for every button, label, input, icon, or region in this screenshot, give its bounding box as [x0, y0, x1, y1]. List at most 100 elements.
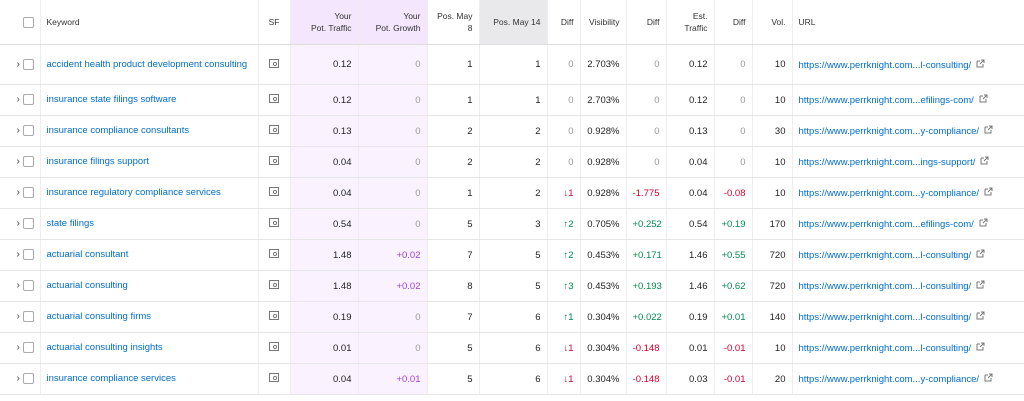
checkbox[interactable] [22, 280, 34, 292]
cell-value: 1.46 [689, 249, 708, 261]
cell: +0.62 [714, 270, 753, 302]
checkbox[interactable] [22, 17, 34, 29]
external-link-icon[interactable] [980, 156, 989, 165]
url-link[interactable]: https://www.perrknight.com...y-complianc… [798, 188, 980, 199]
external-link-icon[interactable] [976, 249, 985, 258]
cell: +0.02 [358, 270, 428, 302]
external-link-icon[interactable] [979, 94, 988, 103]
keyword-link[interactable]: insurance state filings software [46, 94, 177, 105]
cell: ↓1 [547, 363, 581, 395]
keyword-link[interactable]: insurance compliance consultants [46, 125, 190, 136]
url-link[interactable]: https://www.perrknight.com...efilings-co… [798, 219, 974, 230]
checkbox[interactable] [22, 58, 34, 70]
cell: 0.04 [290, 177, 359, 209]
keyword-link[interactable]: insurance filings support [46, 156, 149, 167]
cell-value: 2 [467, 156, 473, 168]
serp-icon[interactable] [269, 342, 279, 351]
serp-icon[interactable] [269, 280, 279, 289]
column-header[interactable]: Est. Traffic [666, 0, 715, 45]
keyword-link[interactable]: state filings [46, 218, 95, 229]
url-link[interactable]: https://www.perrknight.com...l-consultin… [798, 281, 972, 292]
cell: 10 [752, 177, 793, 209]
checkbox[interactable] [22, 311, 34, 323]
url-link[interactable]: https://www.perrknight.com...y-complianc… [798, 374, 980, 385]
cell: +0.022 [626, 301, 667, 333]
column-header[interactable]: Diff [626, 0, 667, 45]
column-header[interactable]: Pos. May 14 [479, 0, 548, 45]
column-header[interactable]: Diff [714, 0, 753, 45]
cell-value: 7 [467, 311, 473, 323]
external-link-icon[interactable] [976, 59, 985, 68]
keyword-link[interactable]: insurance regulatory compliance services [46, 187, 221, 198]
external-link-icon[interactable] [984, 125, 993, 134]
expand[interactable]: › [16, 94, 20, 106]
column-header[interactable]: Your Pot. Traffic [290, 0, 359, 45]
expand[interactable]: › [16, 249, 20, 261]
checkbox[interactable] [22, 249, 34, 261]
cell: +0.171 [626, 239, 667, 271]
expand[interactable]: › [16, 311, 20, 323]
url-link[interactable]: https://www.perrknight.com...l-consultin… [798, 250, 972, 261]
checkbox[interactable] [22, 94, 34, 106]
keyword-link[interactable]: accident health product development cons… [46, 58, 248, 70]
serp-icon[interactable] [269, 125, 279, 134]
serp-icon[interactable] [269, 373, 279, 382]
external-link-icon[interactable] [976, 280, 985, 289]
checkbox[interactable] [22, 342, 34, 354]
checkbox[interactable] [22, 218, 34, 230]
expand[interactable]: › [16, 280, 20, 292]
serp-icon[interactable] [269, 58, 279, 68]
keyword-link[interactable]: actuarial consulting insights [46, 342, 163, 353]
expand[interactable]: › [16, 342, 20, 354]
expand[interactable]: › [16, 156, 20, 168]
cell-value: 0 [415, 59, 421, 70]
checkbox[interactable] [22, 156, 34, 168]
serp-icon[interactable] [269, 156, 279, 165]
expand[interactable]: › [16, 58, 20, 70]
url-link[interactable]: https://www.perrknight.com...y-complianc… [798, 126, 980, 137]
checkbox[interactable] [22, 187, 34, 199]
cell-value: 0.04 [333, 187, 352, 199]
expand[interactable]: › [16, 187, 20, 199]
expand[interactable]: › [16, 218, 20, 230]
serp-icon[interactable] [269, 311, 279, 320]
column-header[interactable]: Visibility [580, 0, 627, 45]
column-header[interactable]: Vol. [752, 0, 793, 45]
column-header[interactable]: Keyword [40, 0, 259, 45]
keyword-link[interactable]: actuarial consultant [46, 249, 129, 260]
keyword-link[interactable]: insurance compliance services [46, 373, 176, 384]
column-header[interactable]: Diff [547, 0, 581, 45]
checkbox[interactable] [22, 373, 34, 385]
external-link-icon[interactable] [984, 373, 993, 382]
external-link-icon[interactable] [976, 311, 985, 320]
expand[interactable]: › [16, 125, 20, 137]
cell: 2 [427, 146, 480, 178]
serp-icon[interactable] [269, 218, 279, 227]
external-link-icon[interactable] [979, 218, 988, 227]
column-header[interactable]: URL [792, 0, 1024, 45]
cell-value: 0.705% [587, 218, 620, 230]
cell: 6 [479, 332, 548, 364]
column-header[interactable]: Your Pot. Growth [358, 0, 428, 45]
keyword-link[interactable]: actuarial consulting firms [46, 311, 152, 322]
expand[interactable]: › [16, 373, 20, 385]
serp-icon[interactable] [269, 94, 279, 103]
keyword-link[interactable]: actuarial consulting [46, 280, 128, 291]
cell-value: 0 [415, 94, 421, 106]
cell-value: +0.19 [721, 218, 746, 230]
url-link[interactable]: https://www.perrknight.com...ings-suppor… [798, 157, 976, 168]
column-header[interactable]: Pos. May 8 [427, 0, 480, 45]
column-header[interactable]: SF [258, 0, 291, 45]
url-link[interactable]: https://www.perrknight.com...l-consultin… [798, 343, 972, 354]
serp-icon[interactable] [269, 187, 279, 196]
external-link-icon[interactable] [976, 342, 985, 351]
external-link-icon[interactable] [984, 187, 993, 196]
table-row: › insurance compliance consultants 0.13 0 2… [0, 115, 1024, 147]
url-link[interactable]: https://www.perrknight.com...l-consultin… [798, 59, 972, 71]
cell-value: 0.12 [689, 94, 708, 106]
cell: 0 [626, 84, 667, 116]
url-link[interactable]: https://www.perrknight.com...l-consultin… [798, 312, 972, 323]
serp-icon[interactable] [269, 249, 279, 258]
url-link[interactable]: https://www.perrknight.com...efilings-co… [798, 95, 974, 106]
checkbox[interactable] [22, 125, 34, 137]
